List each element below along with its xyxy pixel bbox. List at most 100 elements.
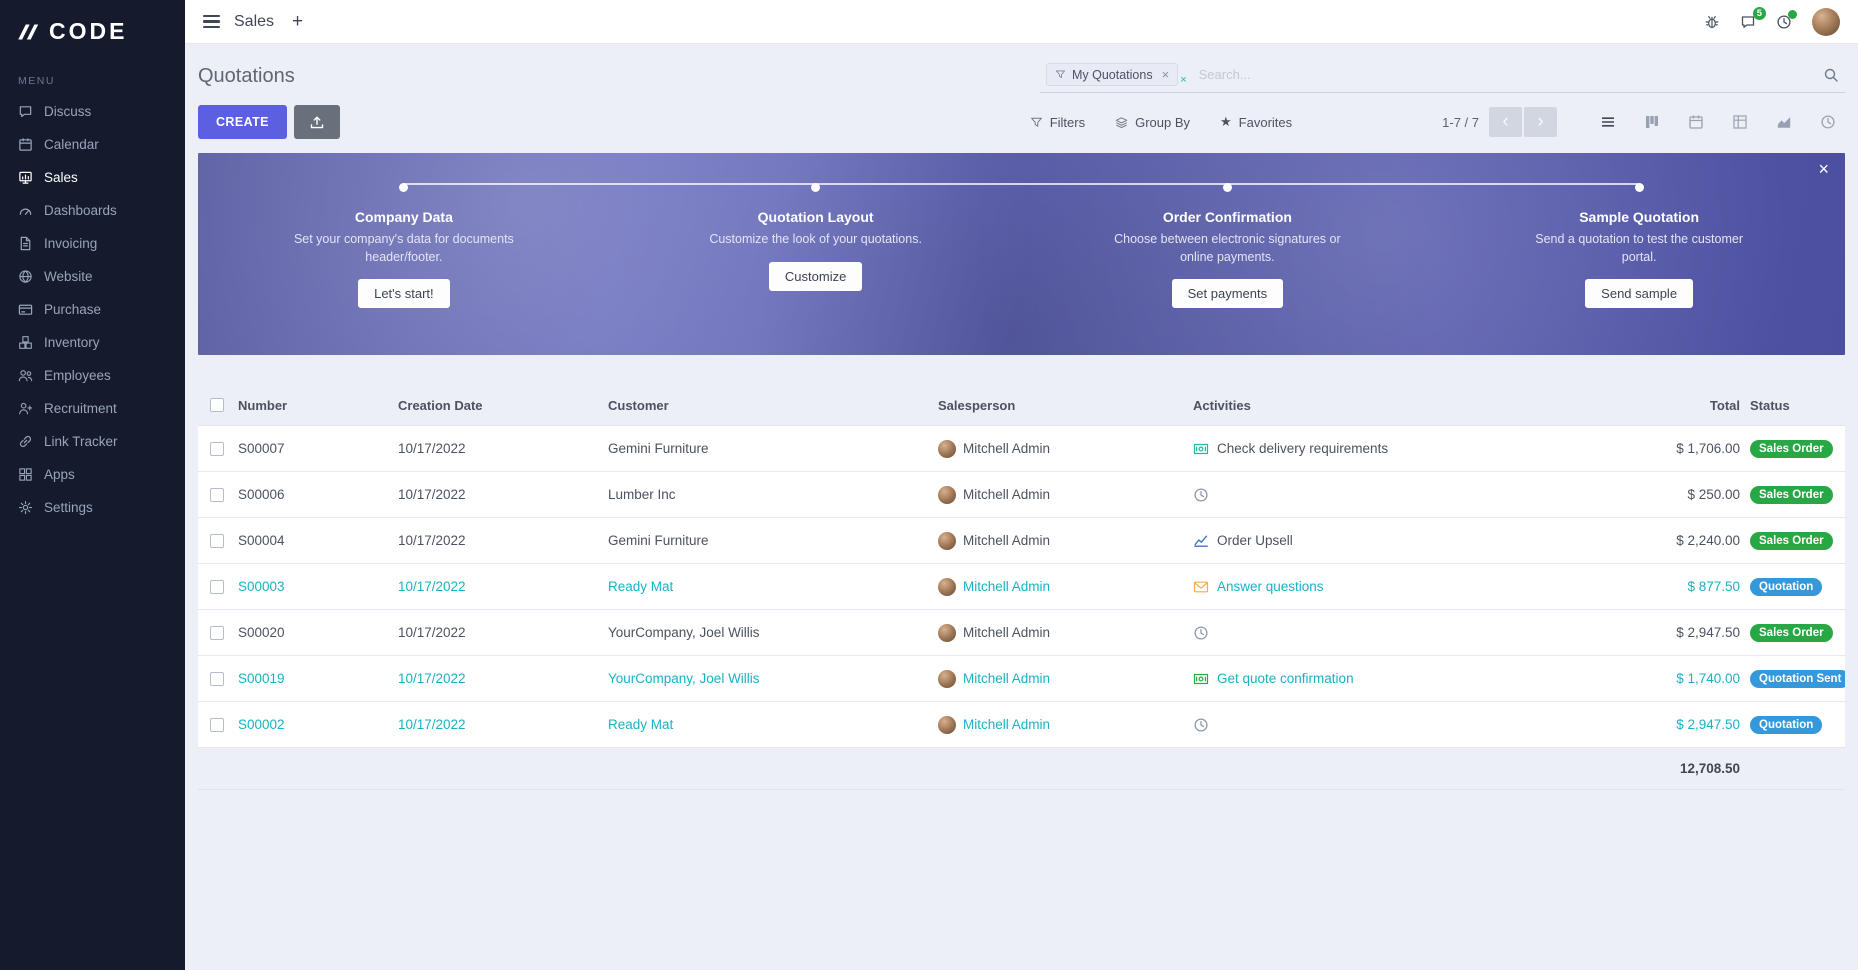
create-button[interactable]: CREATE	[198, 105, 287, 139]
row-activity[interactable]: Order Upsell	[1193, 533, 1580, 549]
view-switcher-kanban-view[interactable]	[1635, 107, 1669, 137]
pager-next-button[interactable]: ›	[1524, 107, 1557, 137]
view-switcher-pivot-view[interactable]	[1723, 107, 1757, 137]
status-badge: Sales Order	[1750, 531, 1833, 550]
sidebar-item-inventory[interactable]: Inventory	[0, 326, 185, 359]
table-row[interactable]: S00002 10/17/2022 Ready Mat Mitchell Adm…	[198, 702, 1845, 748]
column-header-salesperson[interactable]: Salesperson	[938, 397, 1016, 413]
money-list-icon	[1193, 671, 1209, 687]
sidebar-item-employees[interactable]: Employees	[0, 359, 185, 392]
sidebar-item-apps[interactable]: Apps	[0, 458, 185, 491]
salesperson-avatar	[938, 715, 956, 734]
row-activity[interactable]: Get quote confirmation	[1193, 671, 1580, 687]
row-status: Quotation	[1750, 715, 1845, 734]
activities-clock-icon[interactable]	[1776, 9, 1797, 30]
step-button[interactable]: Customize	[768, 261, 863, 291]
column-header-status[interactable]: Status	[1750, 397, 1790, 413]
status-badge: Quotation Sent	[1750, 669, 1845, 688]
sidebar-item-settings[interactable]: Settings	[0, 491, 185, 524]
row-salesperson: Mitchell Admin	[938, 485, 1193, 504]
row-activity[interactable]: Check delivery requirements	[1193, 441, 1580, 457]
pager-prev-button[interactable]: ‹	[1489, 107, 1522, 137]
sidebar-item-calendar[interactable]: Calendar	[0, 128, 185, 161]
column-header-number[interactable]: Number	[238, 397, 288, 413]
filters-button[interactable]: Filters	[1030, 115, 1085, 130]
onboarding-step: Quotation Layout Customize the look of y…	[610, 153, 1022, 308]
column-header-creation-date[interactable]: Creation Date	[398, 397, 483, 413]
view-switcher-calendar-view[interactable]	[1679, 107, 1713, 137]
favorites-button[interactable]: ★ Favorites	[1220, 114, 1293, 130]
messages-icon[interactable]: 5	[1740, 6, 1766, 30]
activity-view-icon	[1820, 114, 1836, 130]
row-checkbox[interactable]	[210, 671, 224, 686]
row-status: Sales Order	[1750, 439, 1845, 458]
step-button[interactable]: Set payments	[1171, 279, 1284, 308]
row-status: Sales Order	[1750, 485, 1845, 504]
facet-remove-icon[interactable]: ×	[1180, 74, 1187, 86]
sidebar-item-link-tracker[interactable]: Link Tracker	[0, 425, 185, 458]
row-checkbox[interactable]	[210, 487, 224, 502]
sidebar-item-sales[interactable]: Sales	[0, 161, 185, 194]
table-row[interactable]: S00006 10/17/2022 Lumber Inc Mitchell Ad…	[198, 472, 1845, 518]
sidebar-item-purchase[interactable]: Purchase	[0, 293, 185, 326]
table-row[interactable]: S00004 10/17/2022 Gemini Furniture Mitch…	[198, 518, 1845, 564]
group-by-button[interactable]: Group By	[1115, 115, 1190, 130]
row-checkbox[interactable]	[210, 579, 224, 594]
onboarding-step: Order Confirmation Choose between electr…	[1022, 153, 1434, 308]
brand-logo-text: CODE	[49, 18, 128, 44]
table-row[interactable]: S00020 10/17/2022 YourCompany, Joel Will…	[198, 610, 1845, 656]
table-row[interactable]: S00019 10/17/2022 YourCompany, Joel Will…	[198, 656, 1845, 702]
row-customer: Gemini Furniture	[608, 533, 709, 548]
column-header-activities[interactable]: Activities	[1193, 397, 1251, 413]
row-total: $ 1,740.00	[1676, 671, 1740, 686]
row-activity[interactable]	[1193, 717, 1580, 733]
row-activity[interactable]: Answer questions	[1193, 579, 1580, 595]
select-all-checkbox[interactable]	[210, 398, 224, 412]
step-button[interactable]: Let's start!	[358, 279, 450, 308]
upload-button[interactable]	[293, 105, 340, 139]
status-badge: Quotation	[1750, 577, 1823, 596]
search-icon[interactable]	[1823, 67, 1839, 83]
column-header-total[interactable]: Total	[1709, 397, 1740, 413]
invoicing-icon	[18, 236, 33, 251]
row-checkbox[interactable]	[210, 717, 224, 732]
row-total: $ 2,947.50	[1676, 717, 1740, 732]
row-activity[interactable]	[1193, 625, 1580, 641]
sidebar-item-invoicing[interactable]: Invoicing	[0, 227, 185, 260]
control-panel: Quotations My Quotations × × Search... C…	[185, 44, 1858, 151]
row-number: S00002	[238, 717, 285, 732]
sidebar-item-dashboards[interactable]: Dashboards	[0, 194, 185, 227]
facet-close-icon[interactable]: ×	[1161, 67, 1170, 82]
pager-range: 1-7 / 7	[1442, 114, 1479, 130]
settings-icon	[18, 500, 33, 515]
search-facet-chip[interactable]: My Quotations ×	[1046, 63, 1179, 86]
apps-icon	[18, 467, 33, 482]
row-checkbox[interactable]	[210, 625, 224, 640]
brand-logo[interactable]: CODE	[0, 0, 185, 59]
row-checkbox[interactable]	[210, 441, 224, 456]
user-avatar[interactable]	[1812, 7, 1840, 36]
row-number: S00006	[238, 487, 285, 502]
clock-icon	[1193, 487, 1209, 503]
table-row[interactable]: S00007 10/17/2022 Gemini Furniture Mitch…	[198, 426, 1845, 472]
sidebar-item-website[interactable]: Website	[0, 260, 185, 293]
step-button[interactable]: Send sample	[1585, 279, 1694, 308]
view-switcher-list-view[interactable]	[1591, 107, 1625, 137]
column-header-customer[interactable]: Customer	[608, 397, 669, 413]
row-activity[interactable]	[1193, 487, 1580, 503]
sidebar-item-discuss[interactable]: Discuss	[0, 95, 185, 128]
row-checkbox[interactable]	[210, 533, 224, 548]
table-row[interactable]: S00003 10/17/2022 Ready Mat Mitchell Adm…	[198, 564, 1845, 610]
search-input[interactable]: My Quotations × × Search...	[1040, 60, 1845, 93]
view-switcher-activity-view[interactable]	[1811, 107, 1845, 137]
debug-bug-icon[interactable]	[1704, 14, 1720, 30]
hamburger-menu-icon[interactable]	[203, 15, 220, 28]
view-switcher-graph-view[interactable]	[1767, 107, 1801, 137]
calendar-icon	[18, 137, 33, 152]
add-tab-button[interactable]: +	[292, 11, 304, 32]
row-status: Sales Order	[1750, 531, 1845, 550]
row-status: Sales Order	[1750, 623, 1845, 642]
sidebar-item-recruitment[interactable]: Recruitment	[0, 392, 185, 425]
close-icon[interactable]: ×	[1818, 159, 1829, 179]
row-salesperson: Mitchell Admin	[938, 531, 1193, 550]
